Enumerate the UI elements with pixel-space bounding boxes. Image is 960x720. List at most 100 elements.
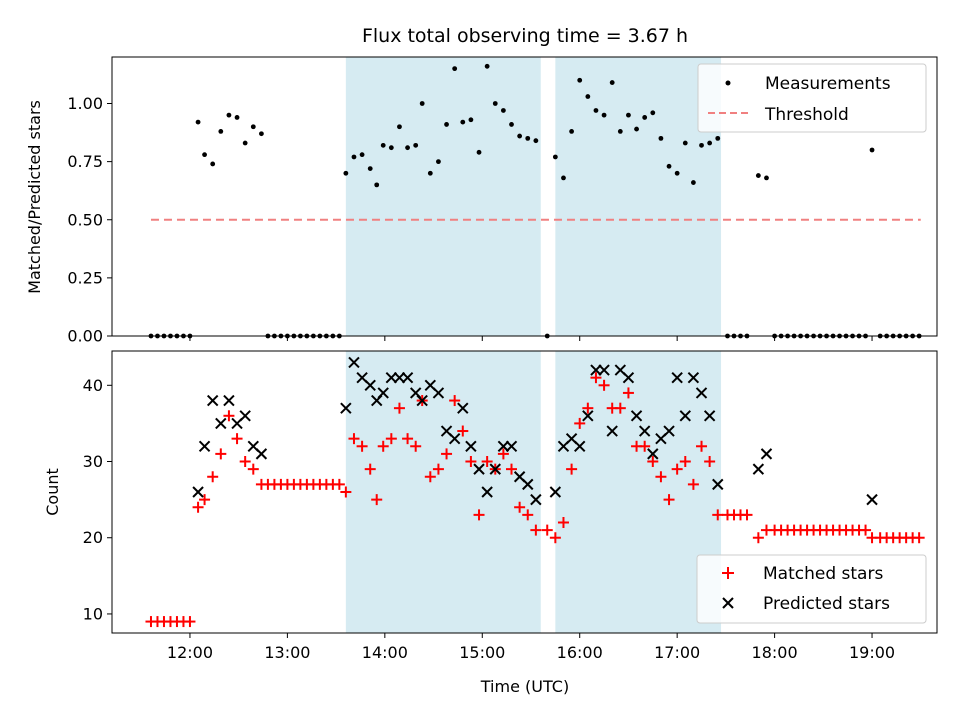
matched-star-point	[696, 440, 708, 452]
matched-star-point	[639, 440, 651, 452]
predicted-star-point	[457, 402, 469, 414]
matched-star-point	[247, 463, 259, 475]
measurement-point	[374, 182, 380, 188]
bottom-ytick-label-2: 30	[83, 452, 103, 471]
top-y-ticks: 0.00 0.25 0.50 0.75 1.00	[67, 94, 112, 346]
matched-star-point	[449, 395, 461, 407]
predicted-star-point	[522, 478, 534, 491]
measurement-point	[650, 110, 656, 116]
predicted-star-point	[752, 463, 765, 475]
predicted-star-point	[866, 493, 878, 506]
measurement-point	[234, 115, 240, 120]
matched-star-point	[192, 501, 204, 513]
measurement-point	[869, 147, 875, 153]
matched-star-point	[671, 463, 683, 475]
measurement-point	[427, 170, 433, 176]
predicted-star-point	[582, 410, 594, 422]
matched-star-point	[333, 478, 345, 490]
matched-star-point	[679, 456, 691, 468]
measurement-point	[525, 135, 531, 141]
top-shaded-interval-2	[555, 57, 722, 336]
measurement-point	[343, 170, 349, 176]
measurement-point	[218, 129, 224, 134]
bottom-y-ticks: 10 20 30 40	[83, 376, 112, 623]
matched-star-point	[371, 494, 383, 506]
measurement-point	[436, 159, 441, 165]
measurement-point	[202, 152, 207, 158]
bottom-shaded-interval-2	[555, 351, 722, 633]
bottom-xtick-label-0: 12:00	[167, 643, 213, 662]
matched-star-point	[207, 471, 219, 483]
matched-star-point	[541, 524, 553, 536]
measurement-point	[359, 152, 365, 158]
measurement-point	[674, 170, 680, 176]
matched-star-point	[566, 463, 578, 475]
predicted-star-point	[638, 425, 651, 437]
matched-star-point	[223, 410, 235, 422]
measurement-point	[561, 175, 566, 181]
predicted-star-point	[223, 394, 235, 407]
predicted-star-point	[647, 448, 659, 460]
matched-star-point	[364, 463, 376, 475]
bottom-xtick-label-3: 15:00	[459, 643, 505, 662]
matched-star-point	[215, 448, 227, 460]
measurement-point	[690, 180, 696, 185]
measurement-point	[626, 112, 631, 118]
measurement-point	[195, 119, 201, 125]
bottom-ytick-label-1: 20	[83, 528, 103, 547]
predicted-star-point	[432, 387, 445, 399]
measurement-point	[492, 101, 498, 106]
matched-star-point	[704, 456, 716, 468]
measurement-point	[593, 108, 599, 113]
matched-star-point	[199, 494, 211, 506]
matched-star-point	[663, 494, 675, 506]
measurement-point	[509, 122, 514, 127]
matched-star-point	[741, 509, 753, 521]
matched-star-point	[913, 532, 925, 544]
matched-stars-points	[145, 372, 925, 628]
matched-star-point	[239, 456, 251, 468]
predicted-star-point	[687, 371, 700, 384]
predicted-star-point	[497, 440, 510, 452]
predicted-star-point	[377, 387, 389, 399]
predicted-star-point	[630, 410, 643, 422]
measurement-point	[682, 140, 688, 146]
measurement-point	[460, 119, 466, 125]
predicted-star-point	[549, 486, 562, 498]
measurement-point	[552, 154, 558, 160]
measurement-point	[715, 135, 721, 141]
matched-star-point	[497, 448, 509, 460]
predicted-star-point	[622, 371, 635, 384]
measurement-point	[367, 166, 373, 172]
measurement-point	[413, 142, 419, 148]
matched-star-point	[481, 456, 493, 468]
predicted-star-point	[401, 371, 414, 384]
matched-star-point	[465, 456, 477, 468]
predicted-star-point	[416, 394, 428, 407]
x-axis-label: Time (UTC)	[480, 677, 569, 696]
bottom-axes-frame	[111, 350, 938, 634]
predicted-star-point	[465, 440, 477, 452]
predicted-star-point	[393, 371, 406, 384]
bottom-xtick-label-6: 18:00	[752, 643, 798, 662]
top-legend: Measurements Threshold	[697, 63, 927, 133]
matched-star-point	[473, 509, 485, 521]
top-ytick-label-2: 0.50	[67, 210, 103, 229]
measurement-point	[569, 129, 574, 134]
matched-star-point	[752, 532, 764, 544]
matched-star-point	[549, 532, 561, 544]
predicted-star-point	[606, 425, 618, 437]
measurement-point	[755, 173, 761, 178]
measurement-point	[397, 124, 402, 130]
top-panel: 0.00 0.25 0.50 0.75 1.00 Matched/Predicted s…	[25, 56, 938, 346]
measurement-point	[259, 131, 264, 137]
matched-star-point	[557, 516, 569, 528]
bottom-ytick-label-3: 40	[83, 376, 103, 395]
legend-measurements-label: Measurements	[765, 74, 891, 94]
matched-star-point	[356, 440, 368, 452]
predicted-star-point	[340, 402, 352, 414]
measurement-point	[419, 101, 425, 106]
matched-star-point	[184, 616, 196, 628]
measurement-point	[476, 149, 482, 155]
